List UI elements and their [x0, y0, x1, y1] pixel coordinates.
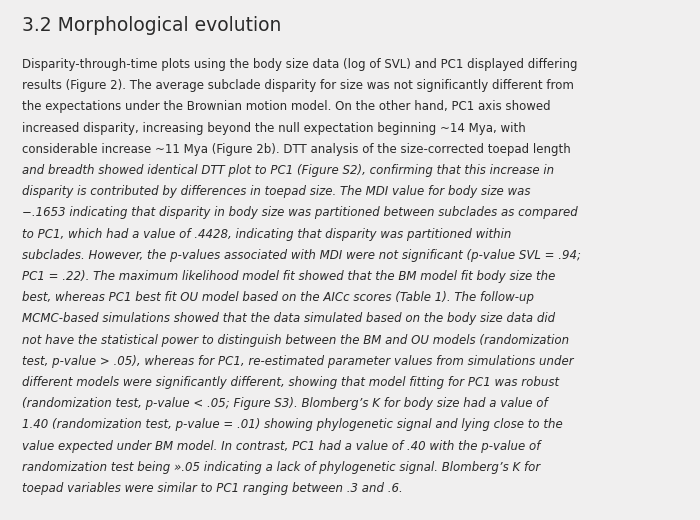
- Text: subclades. However, the p-values associated with MDI were not significant (p-val: subclades. However, the p-values associa…: [22, 249, 581, 262]
- Text: value expected under BM model. In contrast, PC1 had a value of .40 with the p-va: value expected under BM model. In contra…: [22, 439, 540, 452]
- Text: different models were significantly different, showing that model fitting for PC: different models were significantly diff…: [22, 376, 559, 389]
- Text: PC1 = .22). The maximum likelihood model fit showed that the BM model fit body s: PC1 = .22). The maximum likelihood model…: [22, 270, 555, 283]
- Text: results (Figure 2). The average subclade disparity for size was not significantl: results (Figure 2). The average subclade…: [22, 79, 574, 92]
- Text: −.1653 indicating that disparity in body size was partitioned between subclades : −.1653 indicating that disparity in body…: [22, 206, 578, 219]
- Text: disparity is contributed by differences in toepad size. The MDI value for body s: disparity is contributed by differences …: [22, 185, 531, 198]
- Text: 1.40 (randomization test, p-value = .01) showing phylogenetic signal and lying c: 1.40 (randomization test, p-value = .01)…: [22, 419, 563, 432]
- Text: (randomization test, p-value < .05; Figure S3). Blomberg’s K for body size had a: (randomization test, p-value < .05; Figu…: [22, 397, 547, 410]
- Text: randomization test being ».05 indicating a lack of phylogenetic signal. Blomberg: randomization test being ».05 indicating…: [22, 461, 540, 474]
- Text: best, whereas PC1 best fit OU model based on the AICc scores (Table 1). The foll: best, whereas PC1 best fit OU model base…: [22, 291, 534, 304]
- Text: test, p-value > .05), whereas for PC1, re-estimated parameter values from simula: test, p-value > .05), whereas for PC1, r…: [22, 355, 573, 368]
- Text: 3.2 Morphological evolution: 3.2 Morphological evolution: [22, 16, 281, 35]
- Text: MCMC-based simulations showed that the data simulated based on the body size dat: MCMC-based simulations showed that the d…: [22, 313, 555, 326]
- Text: to PC1, which had a value of .4428, indicating that disparity was partitioned wi: to PC1, which had a value of .4428, indi…: [22, 228, 512, 241]
- Text: considerable increase ~11 Mya (Figure 2b). DTT analysis of the size-corrected to: considerable increase ~11 Mya (Figure 2b…: [22, 143, 570, 156]
- Text: toepad variables were similar to PC1 ranging between .3 and .6.: toepad variables were similar to PC1 ran…: [22, 482, 402, 495]
- Text: the expectations under the Brownian motion model. On the other hand, PC1 axis sh: the expectations under the Brownian moti…: [22, 100, 551, 113]
- Text: Disparity-through-time plots using the body size data (log of SVL) and PC1 displ: Disparity-through-time plots using the b…: [22, 58, 578, 71]
- Text: and breadth showed identical DTT plot to PC1 (Figure S2), confirming that this i: and breadth showed identical DTT plot to…: [22, 164, 554, 177]
- Text: not have the statistical power to distinguish between the BM and OU models (rand: not have the statistical power to distin…: [22, 334, 569, 347]
- Text: increased disparity, increasing beyond the null expectation beginning ~14 Mya, w: increased disparity, increasing beyond t…: [22, 122, 526, 135]
